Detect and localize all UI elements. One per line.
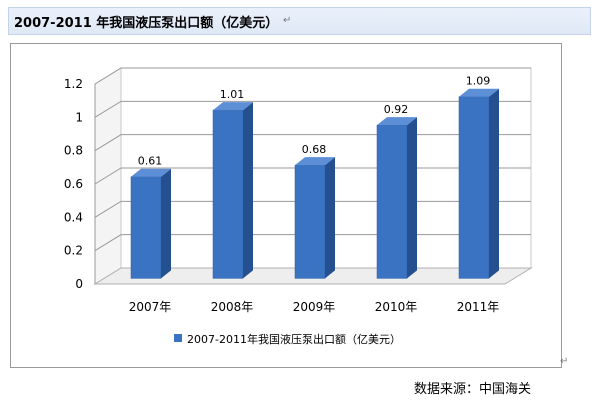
bar [458,96,490,279]
chart-frame: 0 0.2 0.4 0.6 0.8 1 1.2 0.61 2007年 1.01 2008年 0.68 2… [10,43,562,368]
bar-top [213,102,253,111]
data-label: 0.92 [384,103,409,116]
paragraph-mark: ↵ [283,15,292,26]
data-label: 0.61 [138,155,163,168]
y-tick-label: 1.2 [64,77,83,91]
bar-top [459,88,499,97]
title-bar [8,7,591,35]
bar-side [161,168,171,279]
y-tick-label: 0.4 [64,210,83,224]
x-tick-label: 2007年 [129,300,172,314]
source-note: 数据来源：中国海关 [414,382,532,397]
bar-top [131,168,171,177]
page-title: 2007-2011 年我国液压泵出口额（亿美元） [14,16,279,31]
y-tick-label: 0.8 [64,144,83,158]
bar-side [489,88,499,279]
legend-swatch [174,334,182,342]
bar [294,164,326,279]
corner-mark: ↵ [560,356,569,367]
x-tick-label: 2011年 [457,300,500,314]
x-tick-label: 2010年 [375,300,418,314]
data-label: 1.01 [220,88,245,101]
bar [212,109,244,279]
bar-side [325,157,335,279]
data-label: 0.68 [302,143,327,156]
y-tick-label: 0 [75,277,83,291]
y-tick-label: 0.2 [64,244,83,258]
bar-top [377,117,417,126]
gridline [94,67,531,85]
bar-side [407,117,417,279]
y-tick-label: 0.6 [64,177,83,191]
x-tick-label: 2008年 [211,300,254,314]
gridline [94,100,531,118]
bar [130,176,162,279]
chart: 0 0.2 0.4 0.6 0.8 1 1.2 0.61 2007年 1.01 2008年 0.68 2… [64,67,533,346]
legend-label: 2007-2011年我国液压泵出口额（亿美元） [187,332,401,346]
bar-side [243,102,253,279]
x-tick-label: 2009年 [293,300,336,314]
bar-top [295,157,335,166]
bar [376,124,408,279]
y-tick-label: 1 [75,110,83,124]
data-label: 1.09 [466,75,491,88]
